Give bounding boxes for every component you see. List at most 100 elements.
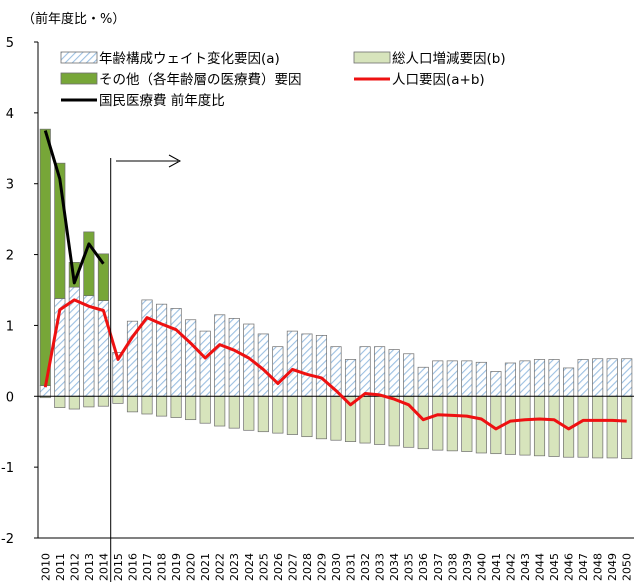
legend-swatch-population [353,51,391,64]
bar-other [54,162,66,299]
y-tick-label: 2 [6,249,14,264]
x-tick-label: 2025 [257,553,270,581]
bar-age-structure [199,330,211,397]
bar-population [417,395,429,450]
x-tick-label: 2036 [417,553,430,581]
unit-label: （前年度比・%） [22,11,125,27]
bar-age-structure [533,359,546,397]
x-tick-label: 2032 [359,553,372,581]
bar-population [519,395,531,456]
bar-population [374,395,386,445]
bar-population [170,395,182,418]
projection-arrow-head [168,154,182,168]
x-tick-label: 2046 [563,553,576,581]
bar-population [388,395,400,447]
x-tick-label: 2031 [345,553,358,581]
y-axis: -2 -1 0 1 2 3 4 5 [1,36,38,547]
bar-age-structure [170,308,182,397]
x-tick-label: 2022 [214,553,227,581]
bar-population [228,395,240,429]
x-tick-label: 2020 [185,553,198,581]
legend-label-other: その他（各年齢層の医療費）要因 [99,71,302,88]
x-tick-label: 2049 [606,553,619,581]
bar-age-structure [359,346,371,397]
bar-population [359,395,371,444]
y-tick-label: -2 [1,532,14,547]
bar-population [83,395,95,408]
x-tick-label: 2042 [504,553,517,581]
y-tick-label: 0 [6,390,14,405]
projection-marker [110,154,182,582]
x-tick-label: 2050 [621,553,634,581]
legend-swatch-other [60,72,98,85]
x-tick-label: 2019 [170,553,183,581]
x-tick-label: 2012 [68,553,81,581]
bar-population [257,395,269,433]
bar-population [199,395,211,424]
x-tick-label: 2030 [330,553,343,581]
legend-item-population-line: 人口要因(a+b) [354,72,485,88]
bar-population [185,395,197,421]
x-tick-label: 2021 [199,553,212,581]
y-tick-label: 4 [6,107,14,122]
bar-age-structure [403,353,415,397]
bar-age-structure [301,333,313,397]
bar-population [592,395,604,459]
bar-age-structure [548,359,560,397]
bar-age-structure [185,319,197,397]
bar-age-structure [446,360,458,397]
bar-population [548,395,560,457]
x-tick-label: 2024 [243,553,256,581]
y-tick-label: 1 [6,319,14,334]
x-tick-label: 2035 [403,553,416,581]
bar-age-structure [577,359,589,397]
x-tick-label: 2047 [577,553,590,581]
bar-population [533,395,546,457]
x-tick-label: 2034 [388,553,401,581]
x-tick-label: 2018 [156,553,169,581]
bar-age-structure [461,360,473,397]
bar-population [286,395,298,435]
x-tick-label: 2029 [316,553,329,581]
bar-population [315,395,328,440]
x-tick-label: 2027 [286,553,299,581]
x-tick-label: 2045 [548,553,561,581]
x-tick-label: 2017 [141,553,154,581]
y-tick-label: 5 [6,36,14,51]
bar-age-structure [592,358,604,397]
x-tick-label: 2013 [83,553,96,581]
x-tick-label: 2044 [534,553,547,581]
x-tick-label: 2038 [446,553,459,581]
y-tick-label: -1 [1,461,14,476]
x-tick-label: 2048 [592,553,605,581]
bar-population [112,395,124,404]
bar-population [214,395,226,427]
bars-layer [39,128,633,459]
x-tick-label: 2037 [432,553,445,581]
bar-age-structure [519,360,531,397]
bar-age-structure [563,367,575,397]
x-tick-label: 2041 [490,553,503,581]
legend-item-other: その他（各年齢層の医療費）要因 [60,71,302,88]
bar-population [243,395,255,431]
bar-population [54,395,66,408]
bar-population [475,395,487,454]
x-tick-label: 2028 [301,553,314,581]
legend-item-population: 総人口増減要因(b) [353,50,506,67]
bar-age-structure [141,299,153,397]
line-population [43,298,627,431]
bar-age-structure [475,361,487,397]
bar-age-structure [315,334,328,397]
bar-age-structure [286,330,298,397]
bar-age-structure [228,317,240,397]
x-tick-label: 2010 [39,553,52,581]
bar-age-structure [39,385,51,397]
x-tick-label: 2043 [519,553,532,581]
bar-population [577,395,589,458]
x-tick-label: 2015 [112,553,125,581]
axes-layer [37,42,634,539]
bar-population [446,395,458,452]
bar-age-structure [214,314,226,397]
bar-other [39,128,51,387]
x-tick-label: 2014 [97,553,110,581]
